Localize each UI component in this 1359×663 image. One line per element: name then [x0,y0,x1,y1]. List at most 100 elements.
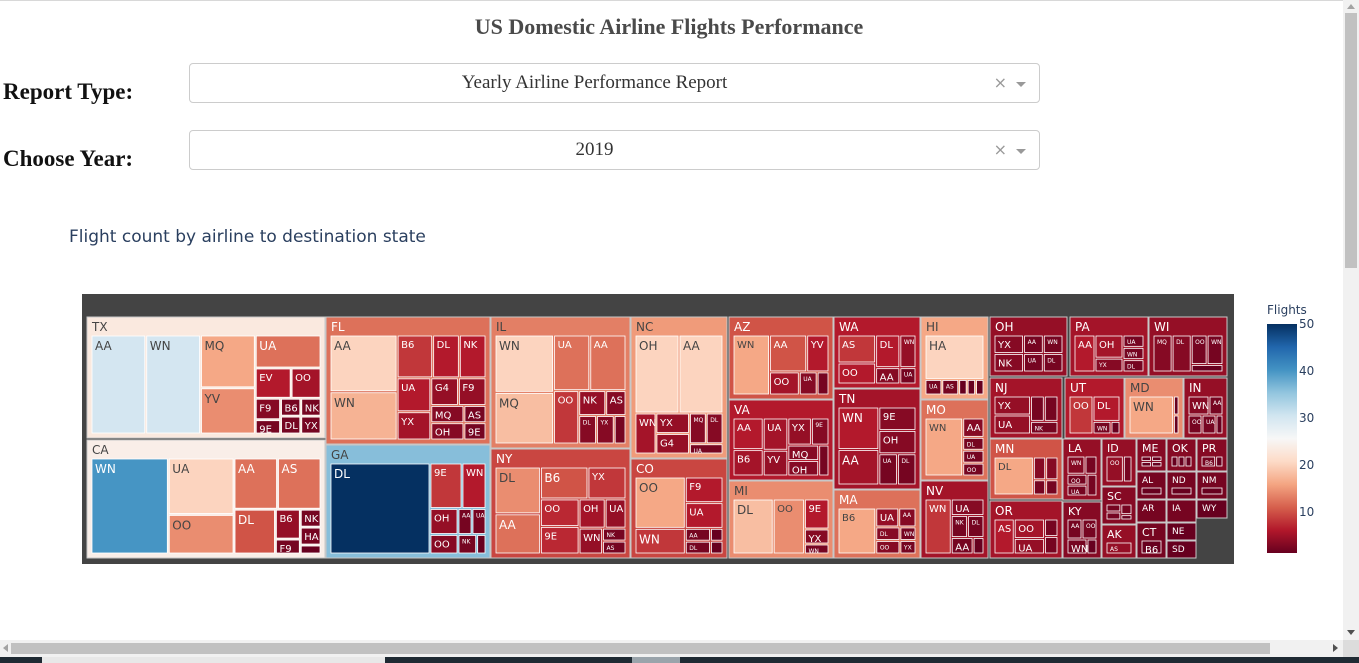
airline-tile[interactable] [301,416,321,434]
airline-tile[interactable] [1043,354,1063,372]
airline-tile[interactable] [603,541,626,554]
treemap-state-ia[interactable]: IA [1166,499,1197,523]
airline-tile[interactable] [1069,396,1093,434]
airline-tile[interactable] [876,527,900,540]
airline-tile[interactable] [900,541,916,554]
airline-tile[interactable] [234,458,277,509]
airline-tile[interactable] [1201,487,1223,495]
treemap-state-ar[interactable]: AR [1136,499,1167,523]
airline-tile[interactable] [925,335,984,379]
airline-tile[interactable] [967,380,975,395]
airline-tile[interactable] [685,528,710,541]
airline-tile[interactable] [597,416,614,444]
airline-tile[interactable] [1111,421,1120,434]
airline-tile[interactable] [635,335,679,413]
airline-tile[interactable] [255,398,280,420]
airline-tile[interactable] [788,418,811,445]
airline-tile[interactable] [541,467,588,499]
treemap-state-ny[interactable]: NY DL AA B6 YX OO 9E OH UA WN NK AS [490,448,631,559]
airline-tile[interactable] [201,388,255,434]
airline-tile[interactable] [711,528,723,541]
airline-tile[interactable] [879,407,916,430]
state-tile[interactable] [1136,471,1167,500]
airline-tile[interactable] [495,514,540,554]
airline-tile[interactable] [1123,347,1144,360]
treemap-state-ut[interactable]: UT OO DL WN [1064,377,1125,439]
vertical-scrollbar[interactable] [1343,0,1359,640]
airline-tile[interactable] [554,391,579,444]
airline-tile[interactable] [788,445,819,460]
airline-tile[interactable] [711,541,723,554]
airline-tile[interactable] [234,509,275,554]
year-dropdown[interactable]: 2019 × [189,130,1040,170]
airline-tile[interactable] [1123,335,1144,347]
airline-tile[interactable] [459,378,486,405]
airline-tile[interactable] [994,519,1014,554]
airline-tile[interactable] [1067,456,1085,474]
airline-tile[interactable] [807,335,829,372]
treemap-state-wi[interactable]: WI MQ DL OO WN [1148,316,1228,377]
airline-tile[interactable] [1172,335,1191,372]
airline-tile[interactable] [1201,456,1216,467]
airline-tile[interactable] [1123,360,1144,372]
treemap-state-az[interactable]: AZ WN AA YV OO UA [728,316,834,400]
airline-tile[interactable] [1067,485,1087,496]
airline-tile[interactable] [1106,542,1132,554]
airline-tile[interactable] [838,363,876,384]
airline-tile[interactable] [876,508,899,527]
airline-tile[interactable] [1153,335,1172,372]
airline-tile[interactable] [685,477,723,503]
treemap-state-il[interactable]: IL WN MQ UA AA OO NK AS DL YX [490,316,631,449]
airline-tile[interactable] [838,407,879,449]
airline-tile[interactable] [733,418,763,450]
airline-tile[interactable] [733,499,773,554]
treemap-state-sc[interactable]: SC [1101,486,1137,525]
airline-tile[interactable] [1129,396,1173,434]
treemap-state-ne[interactable]: NE [1166,522,1197,541]
treemap-state-pa[interactable]: PA AA OH YX UA WN DL [1069,316,1149,377]
airline-tile[interactable] [973,538,984,554]
airline-tile[interactable] [900,527,916,540]
airline-tile[interactable] [763,418,788,450]
airline-tile[interactable] [1045,537,1058,554]
airline-tile[interactable] [430,509,458,534]
horizontal-scrollbar[interactable] [0,640,1343,657]
airline-tile[interactable] [255,420,280,434]
airline-tile[interactable] [951,499,984,515]
airline-tile[interactable] [811,418,829,445]
airline-tile[interactable] [495,467,540,514]
chevron-down-icon[interactable] [1016,149,1026,154]
airline-tile[interactable] [1171,487,1192,495]
chevron-down-icon[interactable] [1016,82,1026,87]
airline-tile[interactable] [876,335,900,368]
airline-tile[interactable] [1121,515,1132,520]
airline-tile[interactable] [330,335,397,392]
airline-tile[interactable] [1174,396,1179,415]
airline-tile[interactable] [773,499,804,554]
airline-tile[interactable] [1031,421,1058,434]
airline-tile[interactable] [951,538,973,554]
treemap-state-ga[interactable]: GA DL 9E WN OH OO AA UA NK [325,444,491,559]
airline-tile[interactable] [898,454,916,485]
airline-tile[interactable] [541,499,579,526]
airline-tile[interactable] [706,413,723,444]
airline-tile[interactable] [733,450,763,476]
treemap-state-ca[interactable]: CA WN UA OO AA AS DL B6 F9 NK HA [86,439,326,559]
airline-tile[interactable] [656,434,689,454]
scroll-down-icon[interactable] [1347,630,1355,635]
airline-tile[interactable] [300,527,321,545]
airline-tile[interactable] [276,509,300,539]
state-tile[interactable] [1166,471,1197,500]
airline-tile[interactable] [91,335,146,434]
airline-tile[interactable] [291,368,321,398]
airline-tile[interactable] [876,541,900,554]
airline-tile[interactable] [994,457,1033,495]
airline-tile[interactable] [1141,462,1151,467]
airline-tile[interactable] [679,335,723,413]
airline-tile[interactable] [1024,354,1043,372]
airline-tile[interactable] [876,368,900,384]
treemap-state-md[interactable]: MD WN [1124,377,1184,439]
airline-tile[interactable] [963,450,984,463]
horizontal-scroll-thumb[interactable] [11,643,1270,654]
airline-tile[interactable] [1095,358,1123,372]
